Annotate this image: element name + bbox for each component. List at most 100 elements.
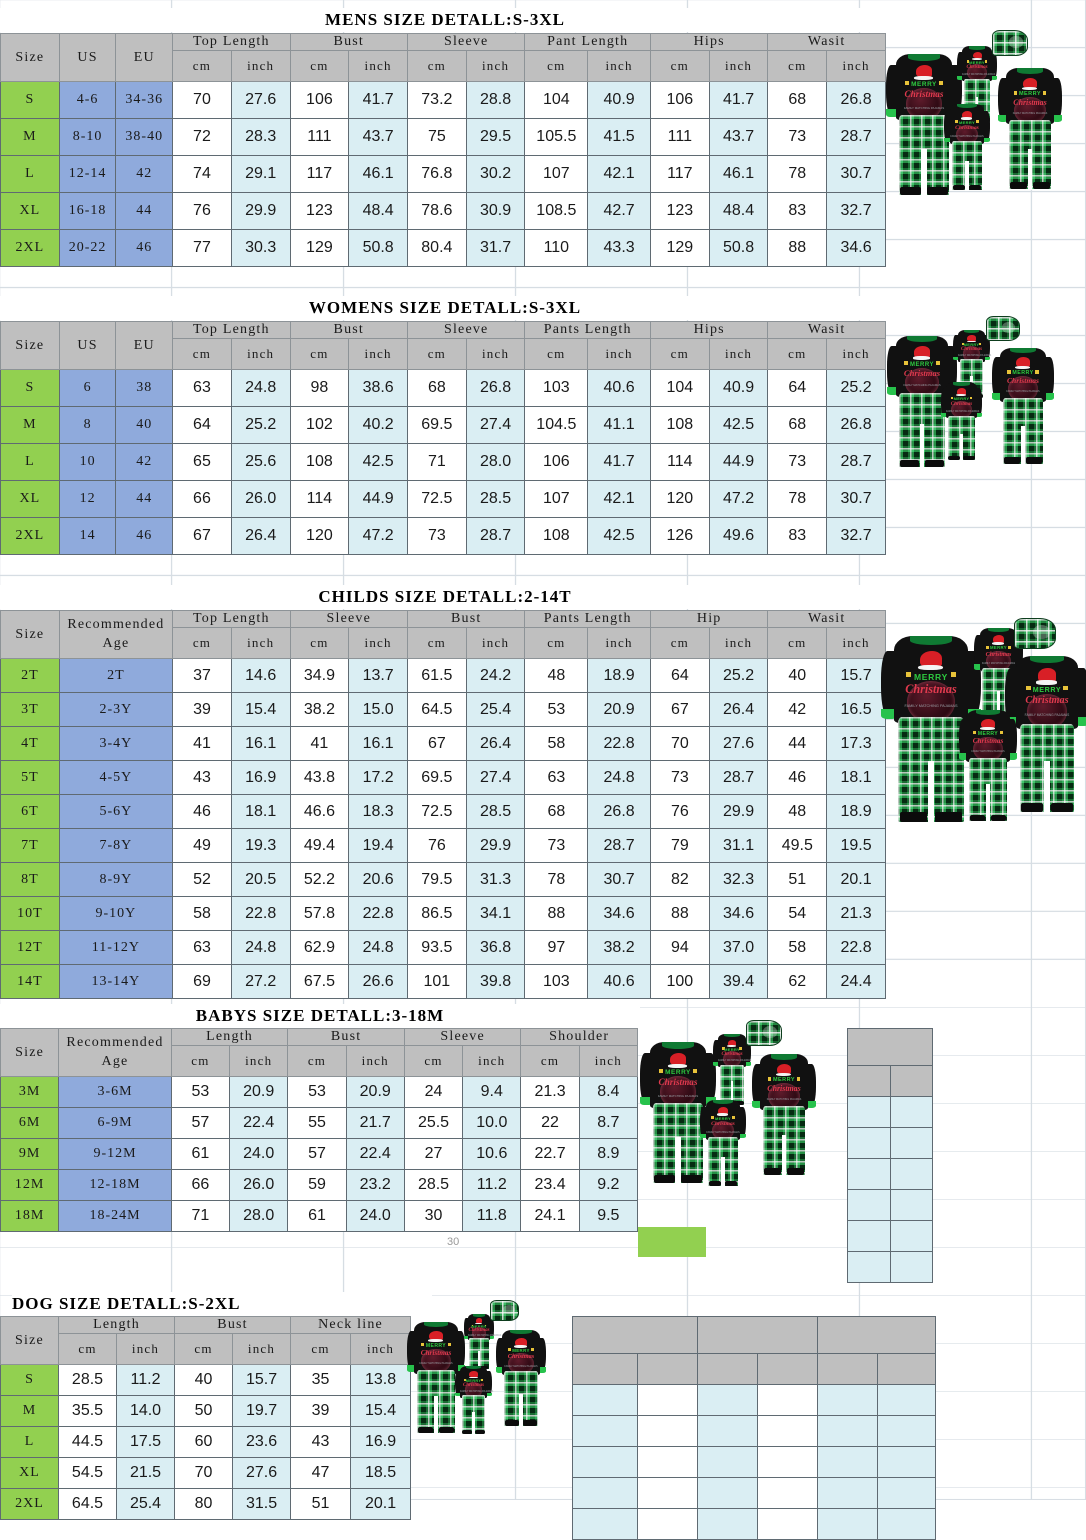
childs-cell-value: 22.8 [826,930,886,965]
babys-group-bust: Bust [287,1028,405,1046]
sleeve-right [1015,635,1024,670]
garment-text-merry: MERRY [715,1115,731,1121]
dog-cell-value: 35.5 [58,1395,117,1427]
mens-unit-inch: inch [230,50,291,82]
cuff-left [455,1392,462,1397]
sleeve-right [982,110,990,142]
collar [908,54,940,61]
mens-unit-cm: cm [172,50,232,82]
childs-cell-value: 68 [524,794,589,829]
mens-cell-value: 41.7 [348,81,408,119]
mens-cell-value: 48.4 [348,192,408,230]
childs-cell-value: 39.8 [465,964,526,999]
mens-size-section: MENS SIZE DETALL:S-3XL [0,8,890,32]
womens-cell-value: 41.1 [587,406,651,444]
childs-cell-value: 18.3 [348,794,408,829]
childs-cell-value: 15.4 [230,692,291,727]
mens-cell-value: 76 [172,192,232,230]
childs-cell-size: 6T [0,794,60,829]
childs-cell-value: 67.5 [289,964,350,999]
childs-cell-value: 24.4 [826,964,886,999]
womens-cell-value: 120 [289,517,350,555]
babys-right-filler [847,1028,933,1283]
childs-unit-inch: inch [465,627,526,659]
garment-text-tagline: FAMILY MATCHING PAJAMAS [468,1333,502,1337]
babys-cell-value: 21.7 [345,1107,405,1139]
mens-cell-eu: 38-40 [115,118,174,156]
mens-cell-value: 72 [172,118,232,156]
childs-cell-value: 28.7 [708,760,769,795]
womens-cell-age: 14 [58,517,117,555]
mens-cell-value: 30.9 [465,192,526,230]
family-pajamas-artwork-mens: MERRY Christmas FAMILY MATCHING PAJAMAS MER… [886,24,1086,274]
womens-cell-value: 104.5 [524,406,589,444]
mens-col-us: US [58,33,117,82]
collar [1010,348,1036,354]
childs-cell-value: 63 [172,930,232,965]
dog-cell-value: 40 [174,1364,234,1396]
snow-globe-icon [951,400,972,419]
snow-globe-icon [905,88,943,120]
sleeve-right [975,388,983,417]
mens-cell-value: 28.3 [230,118,291,156]
snow-globe-icon [464,1382,483,1398]
mens-cell-value: 111 [649,118,710,156]
garment-text-merry: MERRY [989,645,1008,651]
ankle-cuff-right [438,1426,455,1433]
dog-cell-value: 14.0 [115,1395,176,1427]
gift-square-left [508,1348,511,1352]
womens-cell-value: 26.8 [465,369,526,407]
childs-unit-cm: cm [407,627,467,659]
womens-cell-size: L [0,443,60,481]
garment-text-tagline: FAMILY MATCHING PAJAMAS [1024,713,1070,718]
dog-cell-value: 31.5 [232,1488,292,1520]
gift-square-left [904,361,909,365]
ankle-cuff-right [1025,457,1043,464]
mens-cell-value: 28.8 [465,81,526,119]
table-row: 12T 11-12Y 63 24.8 62.9 24.8 93.5 36.8 97 38.2 94 3… [0,930,886,965]
womens-cell-value: 126 [649,517,710,555]
childs-cell-value: 27.6 [708,726,769,761]
santa-hat-icon [775,1063,792,1077]
mens-col-eu: EU [115,33,174,82]
cuff-left [751,1101,763,1109]
babys-cell-value: 10.0 [462,1107,522,1139]
childs-cell-value: 26.4 [708,692,769,727]
gift-square-right [978,342,981,345]
childs-cell-value: 37 [172,658,232,693]
womens-cell-eu: 40 [115,406,174,444]
ankle-cuff-right [927,187,948,196]
mens-cell-age: 4-6 [58,81,117,119]
childs-cell-value: 79.5 [407,862,467,897]
babys-cell-value: 11.2 [462,1169,522,1201]
cuff-left [953,356,960,361]
sleeve-right [1074,668,1086,726]
filler-cell [847,1189,891,1221]
garment-text-christmas: Christmas [1013,97,1047,107]
womens-cell-age: 6 [58,369,117,407]
sleeve-left [640,1053,653,1105]
mens-cell-value: 43.3 [587,229,651,267]
cuff-right [1007,753,1018,760]
sleeve-right [744,1039,751,1066]
filler-cell [637,1384,698,1416]
table-row: 18M 18-24M 71 28.0 61 24.0 30 11.8 24.1 9.5 [0,1200,639,1232]
dog-cell-value: 13.8 [350,1364,412,1396]
filler-cell [572,1446,638,1478]
womens-cell-value: 104 [649,369,710,407]
dog-cell-value: 18.5 [350,1457,412,1489]
babys-cell-value: 71 [170,1200,231,1232]
dog-unit-cm: cm [290,1333,352,1365]
gift-square-right [796,1077,801,1081]
family-pajamas-artwork-childs: MERRY Christmas FAMILY MATCHING PAJAMAS MER… [881,618,1086,978]
childs-cell-value: 49.4 [289,828,350,863]
family-pajamas-artwork-womens: MERRY Christmas FAMILY MATCHING PAJAMAS MER… [887,316,1086,546]
santa-hat-icon [912,346,930,361]
gift-square-left [471,1324,474,1327]
ankle-cuff-left [900,459,919,467]
ankle-cuff-right [1032,182,1051,189]
mens-cell-value: 80.4 [407,229,467,267]
dog-cell-value: 11.2 [115,1364,176,1396]
